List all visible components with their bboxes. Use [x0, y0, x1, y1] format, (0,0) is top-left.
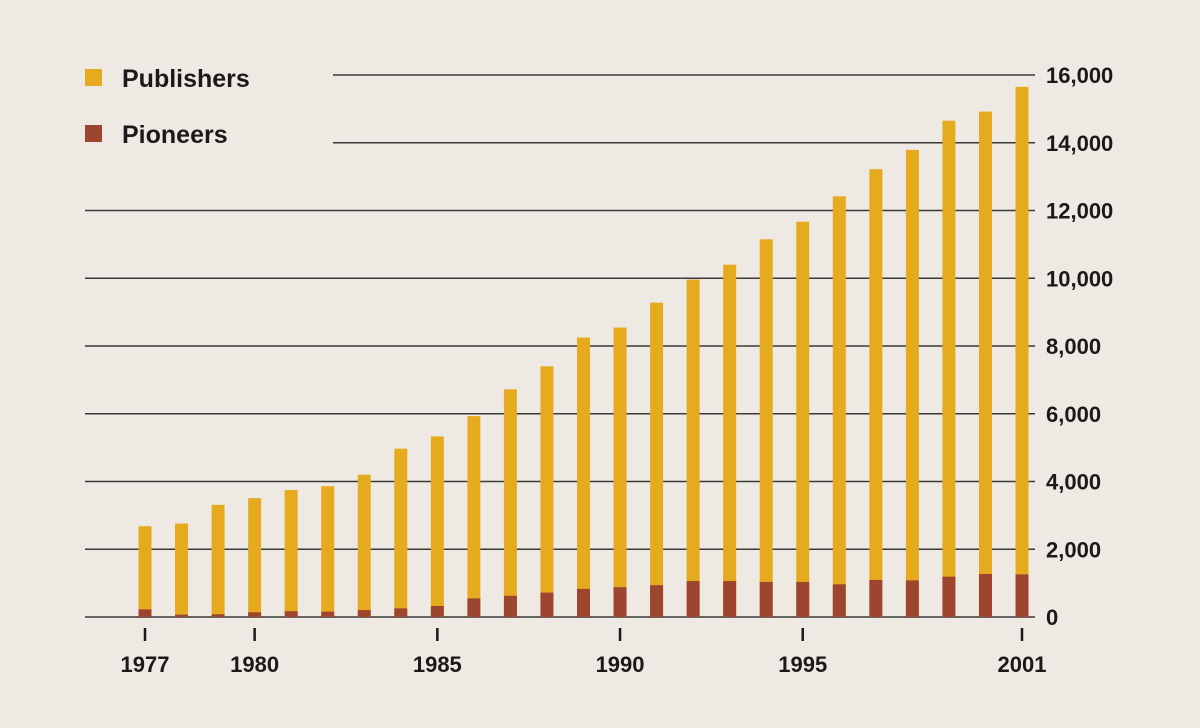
- bars: [138, 86, 1029, 618]
- bar-publishers-1986: [467, 416, 481, 617]
- bar-publishers-1979: [211, 504, 225, 617]
- y-tick-label: 4,000: [1046, 470, 1101, 495]
- bar-publishers-1988: [540, 366, 554, 617]
- bar-pioneers-1979: [211, 614, 225, 617]
- gridlines: [85, 74, 1035, 618]
- bar-pioneers-1982: [321, 611, 335, 617]
- bar-publishers-1996: [832, 196, 846, 617]
- bar-publishers-1978: [175, 523, 189, 617]
- bar-publishers-2000: [978, 111, 992, 618]
- bar-publishers-1980: [248, 498, 262, 617]
- bar-pioneers-2000: [978, 573, 992, 617]
- legend-label-publishers: Publishers: [122, 65, 250, 93]
- bar-pioneers-1994: [759, 581, 773, 617]
- bar-pioneers-1985: [430, 605, 444, 617]
- y-tick-label: 8,000: [1046, 334, 1101, 359]
- bar-publishers-1995: [796, 221, 810, 617]
- x-tick-label: 1995: [778, 652, 827, 677]
- y-tick-label: 16,000: [1046, 63, 1113, 88]
- bar-publishers-1999: [942, 120, 956, 617]
- bar-pioneers-1983: [357, 610, 371, 617]
- bar-publishers-1998: [905, 149, 919, 617]
- bar-pioneers-1991: [650, 585, 664, 617]
- bar-pioneers-1987: [503, 595, 517, 617]
- x-axis: 1977 1980 1985 1990 1995 2001: [121, 628, 1047, 677]
- bar-pioneers-1999: [942, 576, 956, 617]
- bar-publishers-1977: [138, 526, 152, 617]
- bar-publishers-1983: [357, 474, 371, 617]
- x-tick-label: 2001: [998, 652, 1047, 677]
- bar-publishers-1997: [869, 169, 883, 618]
- bar-pioneers-1986: [467, 598, 481, 617]
- bar-publishers-1985: [430, 436, 444, 617]
- bar-pioneers-1993: [723, 581, 737, 617]
- x-tick-label: 1977: [121, 652, 170, 677]
- bar-publishers-1991: [650, 302, 664, 617]
- bar-pioneers-1996: [832, 584, 846, 617]
- bar-pioneers-1992: [686, 581, 700, 617]
- legend: Publishers Pioneers: [85, 65, 250, 149]
- y-tick-label: 12,000: [1046, 199, 1113, 224]
- bar-publishers-1987: [503, 389, 517, 617]
- x-tick-label: 1980: [230, 652, 279, 677]
- bar-pioneers-1988: [540, 592, 554, 617]
- bar-publishers-1982: [321, 486, 335, 617]
- bar-pioneers-1980: [248, 612, 262, 617]
- bar-pioneers-1989: [577, 588, 590, 617]
- bar-publishers-1990: [613, 327, 627, 617]
- legend-label-pioneers: Pioneers: [122, 121, 228, 149]
- bar-publishers-1992: [686, 279, 700, 617]
- bar-pioneers-1995: [796, 581, 810, 617]
- bar-pioneers-1977: [138, 609, 152, 617]
- bar-publishers-1981: [284, 489, 298, 617]
- bar-pioneers-1978: [175, 614, 189, 617]
- bar-publishers-1993: [723, 264, 737, 617]
- x-tick-label: 1990: [596, 652, 645, 677]
- x-tick-label: 1985: [413, 652, 462, 677]
- bar-pioneers-1990: [613, 587, 627, 617]
- bar-publishers-1989: [577, 337, 590, 617]
- bar-publishers-1984: [394, 448, 408, 617]
- bar-pioneers-2001: [1015, 574, 1029, 617]
- legend-swatch-publishers: [85, 69, 102, 86]
- bar-pioneers-1997: [869, 579, 883, 617]
- y-tick-label: 2,000: [1046, 537, 1101, 562]
- bar-publishers-2001: [1015, 86, 1029, 617]
- y-tick-label: 0: [1046, 605, 1058, 630]
- legend-swatch-pioneers: [85, 125, 102, 142]
- y-axis: 0 2,000 4,000 6,000 8,000 10,000 12,000 14,000 1…: [1046, 63, 1113, 630]
- bar-pioneers-1981: [284, 611, 298, 617]
- bar-pioneers-1984: [394, 608, 408, 617]
- bar-pioneers-1998: [905, 580, 919, 617]
- bar-publishers-1994: [759, 239, 773, 617]
- y-tick-label: 10,000: [1046, 266, 1113, 291]
- y-tick-label: 14,000: [1046, 131, 1113, 156]
- y-tick-label: 6,000: [1046, 402, 1101, 427]
